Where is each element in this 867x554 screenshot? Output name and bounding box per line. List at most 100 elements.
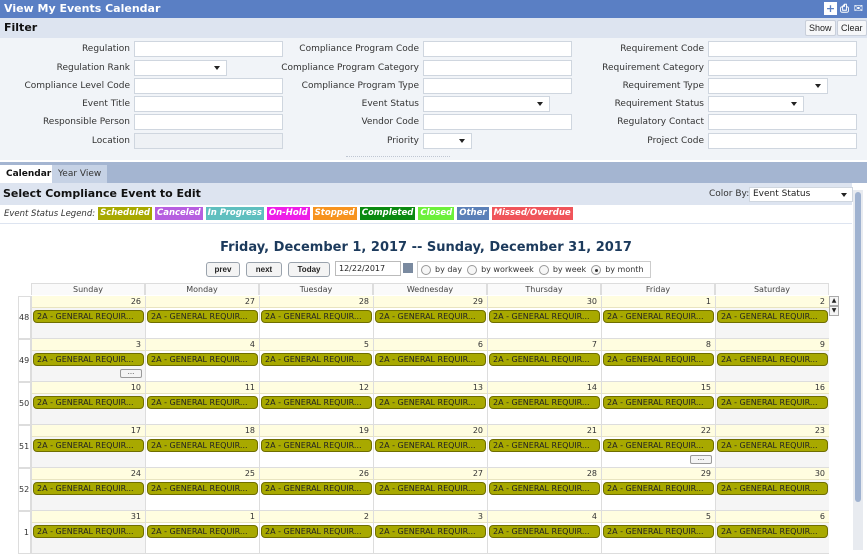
day-cell[interactable]: 15 2A - GENERAL REQUIR... [601, 382, 715, 425]
calendar-event[interactable]: 2A - GENERAL REQUIR... [33, 353, 144, 366]
regulation-rank-select[interactable] [134, 60, 227, 76]
more-events-button[interactable]: ... [120, 369, 142, 378]
day-cell[interactable]: 24 2A - GENERAL REQUIR... [31, 468, 145, 511]
day-cell[interactable]: 14 2A - GENERAL REQUIR... [487, 382, 601, 425]
tab-calendar[interactable]: Calendar [0, 165, 58, 183]
project-code-input[interactable] [708, 133, 857, 149]
calendar-event[interactable]: 2A - GENERAL REQUIR... [489, 439, 600, 452]
day-cell[interactable]: 29 2A - GENERAL REQUIR... [601, 468, 715, 511]
day-cell[interactable]: 4 2A - GENERAL REQUIR... [145, 339, 259, 382]
day-cell[interactable]: 30 2A - GENERAL REQUIR... [715, 468, 829, 511]
scroll-up-icon[interactable]: ▲ [829, 296, 839, 306]
day-number[interactable]: 25 [146, 468, 259, 480]
day-number[interactable]: 16 [716, 382, 829, 394]
calendar-event[interactable]: 2A - GENERAL REQUIR... [147, 396, 258, 409]
day-number[interactable]: 2 [716, 296, 829, 308]
day-cell[interactable]: 25 2A - GENERAL REQUIR... [145, 468, 259, 511]
vendor-code-input[interactable] [423, 114, 572, 130]
calendar-event[interactable]: 2A - GENERAL REQUIR... [261, 525, 372, 538]
day-number[interactable]: 19 [260, 425, 373, 437]
calendar-event[interactable]: 2A - GENERAL REQUIR... [603, 439, 714, 452]
day-number[interactable]: 31 [32, 511, 145, 523]
day-cell[interactable]: 16 2A - GENERAL REQUIR... [715, 382, 829, 425]
day-number[interactable]: 29 [374, 296, 487, 308]
day-number[interactable]: 27 [146, 296, 259, 308]
compliance-level-code-input[interactable] [134, 78, 283, 94]
more-events-button[interactable]: ... [690, 455, 712, 464]
day-cell[interactable]: 1 2A - GENERAL REQUIR... [601, 296, 715, 339]
calendar-event[interactable]: 2A - GENERAL REQUIR... [489, 310, 600, 323]
day-cell[interactable]: 2 2A - GENERAL REQUIR... [259, 511, 373, 554]
day-cell[interactable]: 7 2A - GENERAL REQUIR... [487, 339, 601, 382]
vertical-scrollbar[interactable] [853, 190, 863, 550]
day-number[interactable]: 3 [374, 511, 487, 523]
week-number[interactable]: 48 [18, 296, 31, 339]
day-number[interactable]: 4 [146, 339, 259, 351]
day-cell[interactable]: 20 2A - GENERAL REQUIR... [373, 425, 487, 468]
calendar-event[interactable]: 2A - GENERAL REQUIR... [261, 310, 372, 323]
day-cell[interactable]: 28 2A - GENERAL REQUIR... [487, 468, 601, 511]
calendar-event[interactable]: 2A - GENERAL REQUIR... [717, 396, 828, 409]
day-number[interactable]: 13 [374, 382, 487, 394]
day-cell[interactable]: 9 2A - GENERAL REQUIR... [715, 339, 829, 382]
calendar-event[interactable]: 2A - GENERAL REQUIR... [489, 396, 600, 409]
calendar-event[interactable]: 2A - GENERAL REQUIR... [717, 525, 828, 538]
today-button[interactable]: Today [288, 262, 330, 277]
prev-button[interactable]: prev [206, 262, 240, 277]
calendar-event[interactable]: 2A - GENERAL REQUIR... [717, 439, 828, 452]
calendar-event[interactable]: 2A - GENERAL REQUIR... [603, 396, 714, 409]
priority-select[interactable] [423, 133, 472, 149]
calendar-event[interactable]: 2A - GENERAL REQUIR... [717, 310, 828, 323]
day-number[interactable]: 21 [488, 425, 601, 437]
event-status-select[interactable] [423, 96, 550, 112]
day-cell[interactable]: 12 2A - GENERAL REQUIR... [259, 382, 373, 425]
day-number[interactable]: 6 [374, 339, 487, 351]
next-button[interactable]: next [246, 262, 282, 277]
tab-year-view[interactable]: Year View [52, 165, 108, 183]
day-number[interactable]: 26 [260, 468, 373, 480]
calendar-icon[interactable] [403, 263, 413, 273]
day-cell[interactable]: 23 2A - GENERAL REQUIR... [715, 425, 829, 468]
day-number[interactable]: 1 [146, 511, 259, 523]
compliance-program-code-input[interactable] [423, 41, 572, 57]
day-cell[interactable]: 26 2A - GENERAL REQUIR... [31, 296, 145, 339]
day-cell[interactable]: 3 2A - GENERAL REQUIR... [373, 511, 487, 554]
print-icon[interactable]: ⎙ [840, 2, 849, 15]
calendar-event[interactable]: 2A - GENERAL REQUIR... [717, 353, 828, 366]
day-number[interactable]: 28 [488, 468, 601, 480]
day-number[interactable]: 17 [32, 425, 145, 437]
calendar-event[interactable]: 2A - GENERAL REQUIR... [489, 525, 600, 538]
calendar-event[interactable]: 2A - GENERAL REQUIR... [147, 525, 258, 538]
day-cell[interactable]: 10 2A - GENERAL REQUIR... [31, 382, 145, 425]
day-cell[interactable]: 17 2A - GENERAL REQUIR... [31, 425, 145, 468]
day-number[interactable]: 22 [602, 425, 715, 437]
day-number[interactable]: 29 [602, 468, 715, 480]
calendar-event[interactable]: 2A - GENERAL REQUIR... [603, 310, 714, 323]
calendar-event[interactable]: 2A - GENERAL REQUIR... [375, 353, 486, 366]
day-number[interactable]: 6 [716, 511, 829, 523]
day-cell[interactable]: 27 2A - GENERAL REQUIR... [373, 468, 487, 511]
calendar-event[interactable]: 2A - GENERAL REQUIR... [147, 439, 258, 452]
radio-by-day[interactable]: by day [421, 264, 462, 275]
calendar-event[interactable]: 2A - GENERAL REQUIR... [375, 396, 486, 409]
email-icon[interactable]: ✉ [853, 2, 864, 15]
week-number[interactable]: 52 [18, 468, 31, 511]
day-number[interactable]: 15 [602, 382, 715, 394]
calendar-event[interactable]: 2A - GENERAL REQUIR... [33, 525, 144, 538]
calendar-event[interactable]: 2A - GENERAL REQUIR... [33, 482, 144, 495]
day-number[interactable]: 5 [260, 339, 373, 351]
day-cell[interactable]: 13 2A - GENERAL REQUIR... [373, 382, 487, 425]
calendar-event[interactable]: 2A - GENERAL REQUIR... [375, 439, 486, 452]
calendar-event[interactable]: 2A - GENERAL REQUIR... [33, 439, 144, 452]
calendar-event[interactable]: 2A - GENERAL REQUIR... [147, 310, 258, 323]
day-number[interactable]: 26 [32, 296, 145, 308]
week-number[interactable]: 49 [18, 339, 31, 382]
regulatory-contact-input[interactable] [708, 114, 857, 130]
day-cell[interactable]: 27 2A - GENERAL REQUIR... [145, 296, 259, 339]
calendar-event[interactable]: 2A - GENERAL REQUIR... [717, 482, 828, 495]
day-cell[interactable]: 2 2A - GENERAL REQUIR... [715, 296, 829, 339]
day-cell[interactable]: 6 2A - GENERAL REQUIR... [715, 511, 829, 554]
day-number[interactable]: 3 [32, 339, 145, 351]
compliance-program-type-input[interactable] [423, 78, 572, 94]
day-cell[interactable]: 21 2A - GENERAL REQUIR... [487, 425, 601, 468]
